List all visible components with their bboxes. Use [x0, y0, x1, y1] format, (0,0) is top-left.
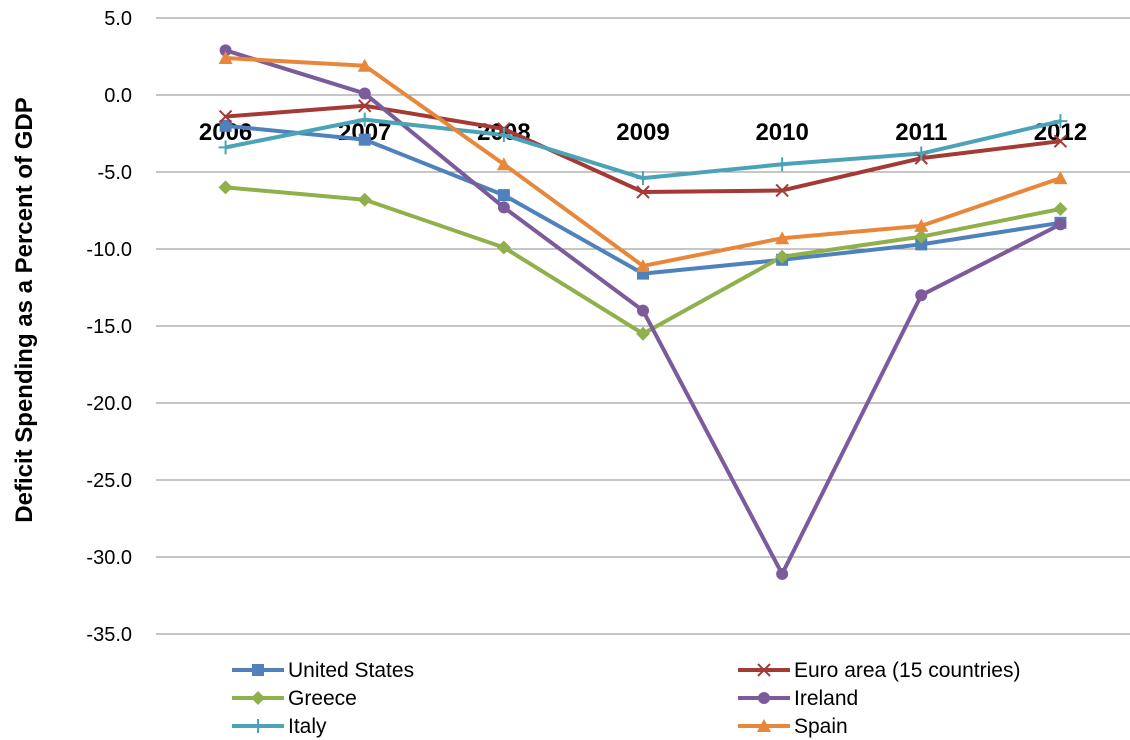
data-point — [636, 258, 650, 272]
data-point — [496, 240, 511, 255]
category-label: 2010 — [755, 119, 808, 146]
data-point — [757, 719, 771, 732]
legend-label: United States — [288, 659, 414, 682]
legend-item: Spain — [738, 715, 848, 738]
data-point — [915, 289, 928, 302]
y-tick-label: -5.0 — [98, 162, 132, 184]
data-point — [637, 304, 649, 317]
data-point — [496, 128, 511, 143]
data-point — [497, 189, 510, 202]
y-tick-label: 0.0 — [104, 85, 132, 107]
data-point — [1053, 114, 1068, 129]
y-tick-label: -25.0 — [86, 470, 132, 492]
data-point — [357, 58, 372, 72]
data-point — [358, 133, 371, 146]
y-tick-label: -10.0 — [86, 239, 132, 261]
data-point — [357, 192, 372, 207]
data-point — [251, 719, 265, 733]
data-point — [776, 567, 789, 580]
data-point — [1053, 171, 1068, 185]
data-point — [636, 171, 650, 186]
data-point — [358, 99, 372, 113]
data-point — [636, 326, 650, 341]
data-point — [757, 663, 771, 677]
gridlines — [156, 17, 1130, 635]
legend-item: United States — [232, 659, 414, 682]
y-tick-label: -30.0 — [86, 547, 132, 569]
y-tick-label: 5.0 — [104, 8, 132, 30]
y-axis-title: Deficit Spending as a Percent of GDP — [11, 97, 38, 522]
legend-label: Spain — [794, 715, 848, 738]
y-tick-label: -20.0 — [86, 393, 132, 415]
legend: United States Euro area (15 countries) Gre… — [232, 659, 1020, 738]
data-point — [775, 183, 789, 198]
data-point — [357, 112, 372, 127]
data-point — [775, 157, 790, 172]
legend-label: Ireland — [794, 687, 858, 710]
legend-label: Italy — [288, 715, 327, 738]
data-point — [358, 87, 371, 100]
data-point — [251, 691, 265, 705]
data-point — [758, 692, 770, 704]
legend-label: Euro area (15 countries) — [794, 659, 1020, 682]
data-point — [497, 201, 510, 214]
data-point — [915, 238, 928, 251]
data-point — [496, 157, 511, 171]
data-point — [775, 231, 790, 245]
data-point — [219, 119, 232, 132]
data-point — [1053, 201, 1068, 216]
data-point — [914, 146, 929, 161]
y-tick-label: -15.0 — [86, 316, 132, 338]
data-point — [219, 44, 232, 57]
data-point — [1054, 218, 1067, 231]
data-point — [218, 51, 233, 65]
legend-item: Italy — [232, 715, 327, 738]
category-labels: 2006 2007 2008 2009 2010 2011 2012 — [199, 119, 1087, 146]
data-point — [252, 664, 264, 676]
category-label: 2011 — [895, 119, 947, 146]
legend-item: Euro area (15 countries) — [738, 659, 1020, 682]
data-point — [1053, 134, 1068, 148]
data-point — [914, 229, 929, 244]
legend-item: Ireland — [738, 687, 858, 710]
y-axis-tick-labels: 5.0 0.0 -5.0 -10.0 -15.0 -20.0 -25.0 -30.0 -35.0 — [86, 8, 132, 646]
y-tick-label: -35.0 — [86, 624, 132, 646]
series-markers — [218, 44, 1068, 580]
data-point — [636, 185, 650, 199]
category-label: 2009 — [616, 119, 669, 146]
legend-label: Greece — [288, 687, 357, 710]
legend-item: Greece — [232, 687, 357, 710]
data-point — [218, 180, 233, 195]
data-point — [218, 140, 233, 155]
data-point — [218, 109, 233, 124]
data-point — [914, 218, 929, 232]
data-point — [775, 249, 790, 264]
